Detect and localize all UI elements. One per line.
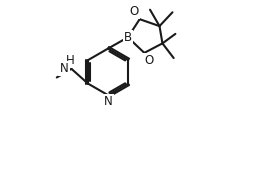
Text: B: B — [124, 31, 132, 44]
Text: N: N — [60, 62, 68, 75]
Text: O: O — [130, 5, 139, 18]
Text: N: N — [104, 95, 113, 108]
Text: O: O — [145, 54, 154, 67]
Text: H: H — [66, 54, 75, 67]
